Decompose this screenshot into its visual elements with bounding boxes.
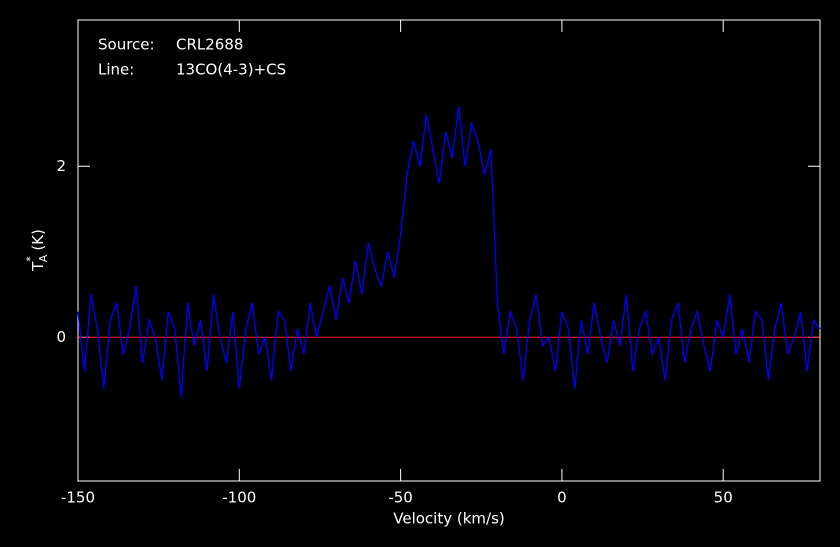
y-tick-label: 2 [56,157,66,175]
y-label-sub: A [37,254,50,262]
x-tick-label: 0 [557,489,567,507]
y-label-t: T [29,261,47,272]
annotation-text: CRL2688 [176,36,243,54]
y-label-sup: * [24,256,37,262]
y-label-unit: (K) [29,229,47,251]
x-axis-label: Velocity (km/s) [393,510,504,528]
y-label-main: T*A (K) [24,229,50,272]
annotation-text: 13CO(4-3)+CS [176,61,286,79]
annotation-label: Line: [98,61,134,79]
x-tick-label: 50 [714,489,733,507]
y-axis-label: T*A (K) [24,229,50,272]
annotation-label: Source: [98,36,155,54]
y-tick-label: 0 [56,328,66,346]
plot-frame [77,19,821,482]
spectrum-line [77,106,821,398]
x-tick-label: -50 [388,489,413,507]
x-tick-label: -150 [61,489,95,507]
x-tick-label: -100 [222,489,256,507]
